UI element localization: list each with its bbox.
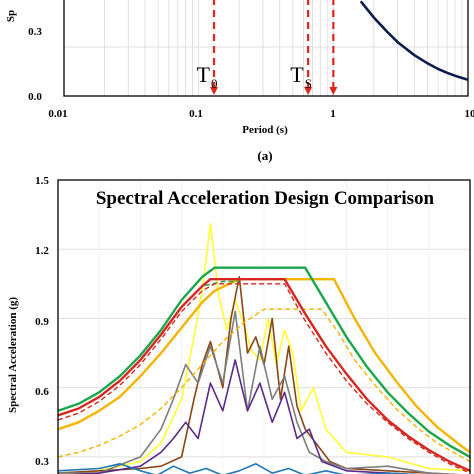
panel-a-ytick: 0.3 [28, 26, 42, 38]
period-marker-label: TS [290, 62, 312, 91]
period-marker-arrowhead [304, 87, 313, 95]
panel-a-markers: T0 TS [197, 0, 338, 95]
period-marker-arrowhead [329, 87, 338, 95]
panel-b-ytick: 0.3 [35, 456, 49, 468]
panel-a-xlabel: Period (s) [242, 124, 288, 136]
spectrum-series-line [57, 276, 460, 474]
period-marker-label: T0 [197, 62, 218, 91]
panel-a-xtick: 10 [465, 108, 474, 120]
panel-a-caption: (a) [257, 148, 272, 163]
panel-b-title: Spectral Acceleration Design Comparison [96, 188, 435, 209]
panel-b-ytick: 0.6 [35, 386, 49, 398]
panel-a-frame [63, 0, 469, 97]
panel-b-ylabel: Spectral Acceleration (g) [7, 297, 19, 413]
panel-a-spectrum-line [359, 0, 469, 81]
panel-b-series [57, 223, 471, 474]
panel-a-ylabel: Sp [5, 10, 17, 22]
panel-b-ytick: 1.2 [35, 245, 49, 257]
panel-b-ytick: 0.9 [35, 316, 49, 328]
spectrum-series-line [63, 223, 471, 474]
spectrum-series-line [57, 278, 471, 472]
panel-b: Spectral Acceleration Design Comparison … [7, 175, 471, 474]
spectrum-series-line [57, 266, 471, 458]
panel-b-frame [57, 179, 471, 474]
panel-a-grid [63, 0, 468, 96]
panel-b-ytick: 1.5 [35, 175, 49, 187]
spectrum-series-line [68, 359, 419, 474]
panel-a-xtick: 1 [330, 108, 336, 120]
panel-a-ytick: 0.0 [28, 91, 42, 103]
panel-a-xtick: 0.01 [48, 108, 67, 120]
panel-a-series [359, 0, 469, 81]
period-marker-arrowhead [210, 87, 219, 95]
panel-a: T0 TS Sp 0.3 0.0 0.01 0.1 1 10 Period (s)… [5, 0, 474, 163]
panel-a-xtick: 0.1 [189, 108, 203, 120]
spectrum-series-line [57, 463, 419, 474]
panel-b-grid [58, 180, 470, 474]
spectrum-series-line [57, 283, 471, 474]
